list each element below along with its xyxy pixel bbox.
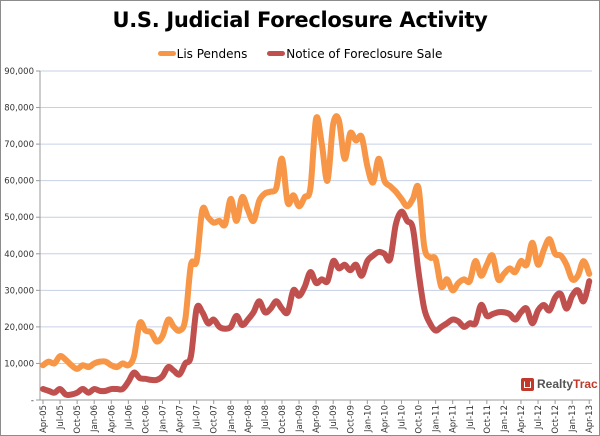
logo-text-realty: Realty: [537, 377, 574, 391]
x-tick-label: Oct-08: [278, 405, 288, 434]
x-tick-label: Jan-10: [363, 405, 373, 433]
x-tick-label: Apr-10: [380, 405, 390, 433]
x-tick-label: Oct-07: [210, 405, 220, 434]
x-tick-label: Oct-06: [141, 405, 151, 434]
x-tick-label: Oct-05: [73, 405, 83, 434]
y-tick-label: 50,000: [4, 213, 34, 223]
x-tick-label: Jul-12: [534, 405, 544, 430]
x-tick-label: Jul-08: [261, 405, 271, 430]
y-tick-label: 60,000: [4, 177, 34, 187]
legend-swatch-notice-of-sale: [267, 51, 286, 56]
legend-item-lis-pendens: Lis Pendens: [157, 46, 248, 61]
y-tick-label: 10,000: [4, 359, 34, 369]
x-tick-label: Jan-13: [568, 405, 578, 433]
x-tick-label: Jul-07: [193, 405, 203, 430]
x-tick-label: Jan-09: [295, 405, 305, 433]
y-tick-label: -: [31, 396, 34, 406]
x-tick-label: Jan-11: [432, 405, 442, 433]
y-tick-label: 40,000: [4, 250, 34, 260]
y-tick-label: 30,000: [4, 286, 34, 296]
x-tick-label: Jan-07: [158, 405, 168, 433]
x-tick-label: Apr-12: [517, 405, 527, 433]
x-tick-label: Apr-06: [107, 405, 117, 433]
x-tick-label: Oct-12: [551, 405, 561, 434]
legend-swatch-lis-pendens: [157, 51, 176, 56]
x-tick-label: Apr-05: [39, 405, 49, 433]
x-tick-label: Apr-08: [244, 405, 254, 433]
x-tick-label: Apr-13: [585, 405, 595, 433]
legend-label-notice-of-sale: Notice of Foreclosure Sale: [286, 46, 443, 61]
x-tick-label: Oct-11: [483, 405, 493, 434]
y-tick-label: 20,000: [4, 323, 34, 333]
x-tick-label: Jul-09: [329, 405, 339, 430]
legend-label-lis-pendens: Lis Pendens: [176, 46, 248, 61]
x-tick-label: Oct-09: [346, 405, 356, 434]
x-tick-label: Oct-10: [415, 405, 425, 434]
x-tick-label: Apr-09: [312, 405, 322, 433]
series-line-lis-pendens: [40, 113, 593, 372]
house-icon: [521, 377, 534, 391]
y-tick-label: 80,000: [4, 104, 34, 114]
x-tick-label: Apr-07: [176, 405, 186, 433]
x-tick-label: Jul-06: [124, 405, 134, 430]
x-tick-label: Jan-12: [500, 405, 510, 433]
y-tick-label: 90,000: [4, 67, 34, 77]
legend: Lis Pendens Notice of Foreclosure Sale: [0, 45, 600, 61]
x-tick-label: Jan-08: [227, 405, 237, 433]
logo-text-trac: Trac: [573, 377, 598, 391]
x-tick-label: Jul-11: [466, 405, 476, 430]
legend-item-notice-of-sale: Notice of Foreclosure Sale: [267, 47, 442, 61]
x-tick-label: Jul-10: [397, 405, 407, 430]
y-tick-label: 70,000: [4, 140, 34, 150]
x-tick-label: Jul-05: [56, 405, 66, 430]
chart-title: U.S. Judicial Foreclosure Activity: [112, 8, 488, 32]
x-tick-label: Apr-11: [449, 405, 459, 433]
x-tick-label: Jan-06: [90, 405, 100, 433]
realtytrac-logo: Realty Trac: [521, 377, 598, 391]
